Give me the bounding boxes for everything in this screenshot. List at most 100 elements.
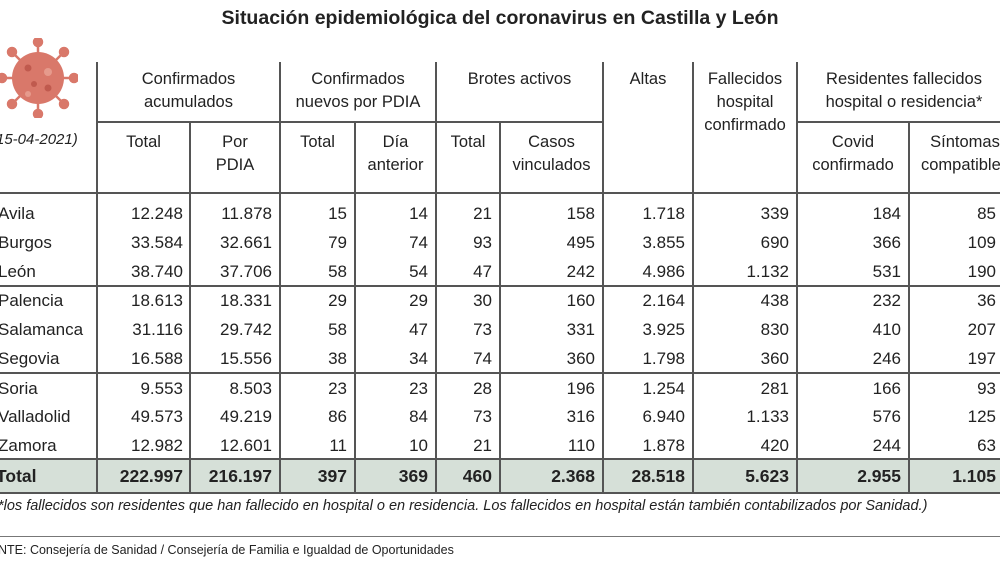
table-cell: 12.982 bbox=[131, 436, 183, 455]
table-cell: 73 bbox=[473, 407, 492, 426]
table-cell: 93 bbox=[473, 233, 492, 252]
table-cell: 86 bbox=[328, 407, 347, 426]
subheader-ca-pdia: Por PDIA bbox=[190, 131, 280, 177]
table-cell: 21 bbox=[473, 436, 492, 455]
table-cell: 3.855 bbox=[642, 233, 685, 252]
header-line: Casos bbox=[528, 133, 575, 151]
header-brotes: Brotes activos bbox=[467, 70, 572, 88]
header-line: vinculados bbox=[512, 156, 591, 174]
table-cell: 30 bbox=[473, 291, 492, 310]
header-line: acumulados bbox=[144, 93, 233, 111]
column-divider bbox=[189, 122, 191, 493]
total-cell: 222.997 bbox=[119, 466, 183, 486]
header-line: hospital o residencia* bbox=[825, 93, 983, 111]
divider bbox=[0, 492, 1000, 494]
header-line: confirmado bbox=[704, 116, 786, 134]
table-cell: 15 bbox=[328, 204, 347, 223]
table-cell: 420 bbox=[760, 436, 789, 455]
table-cell: 196 bbox=[566, 379, 595, 398]
table-cell: 197 bbox=[967, 349, 996, 368]
table-cell: 58 bbox=[328, 262, 347, 281]
header-altas: Altas bbox=[629, 70, 667, 88]
column-divider bbox=[96, 62, 98, 493]
table-cell: 10 bbox=[409, 436, 428, 455]
total-cell: 216.197 bbox=[208, 466, 272, 486]
table-cell: 29.742 bbox=[220, 320, 272, 339]
table-cell: 246 bbox=[872, 349, 901, 368]
province-label: Soria bbox=[0, 379, 38, 398]
table-cell: 47 bbox=[473, 262, 492, 281]
subheader-res-sintomas: Síntomas compatibles bbox=[909, 131, 1000, 177]
source: NTE: Consejería de Sanidad / Consejería … bbox=[0, 543, 454, 557]
table-cell: 1.718 bbox=[642, 204, 685, 223]
table-cell: 74 bbox=[473, 349, 492, 368]
table-cell: 2.164 bbox=[642, 291, 685, 310]
table-cell: 331 bbox=[566, 320, 595, 339]
table-cell: 28 bbox=[473, 379, 492, 398]
table-cell: 438 bbox=[760, 291, 789, 310]
table-cell: 21 bbox=[473, 204, 492, 223]
total-cell: 2.368 bbox=[551, 466, 595, 486]
page-title: Situación epidemiológica del coronavirus… bbox=[221, 7, 779, 29]
subheader-br-casos: Casos vinculados bbox=[500, 131, 603, 177]
table-cell: 12.601 bbox=[220, 436, 272, 455]
header-line: Día bbox=[382, 133, 409, 151]
subheader-br-total: Total bbox=[450, 133, 486, 151]
table-cell: 109 bbox=[967, 233, 996, 252]
table-cell: 495 bbox=[566, 233, 595, 252]
header-confirmados-acumulados: Confirmados acumulados bbox=[97, 68, 280, 114]
table-cell: 18.613 bbox=[131, 291, 183, 310]
header-line: Síntomas bbox=[930, 133, 1000, 151]
column-divider bbox=[279, 62, 281, 493]
province-label: Salamanca bbox=[0, 320, 84, 339]
table-cell: 29 bbox=[328, 291, 347, 310]
table-cell: 79 bbox=[328, 233, 347, 252]
table-cell: 14 bbox=[409, 204, 428, 223]
header-line: Fallecidos bbox=[707, 70, 783, 88]
table-cell: 49.219 bbox=[220, 407, 272, 426]
table-cell: 1.133 bbox=[746, 407, 789, 426]
total-cell: 397 bbox=[317, 466, 347, 486]
table-cell: 158 bbox=[566, 204, 595, 223]
table-cell: 23 bbox=[328, 379, 347, 398]
header-line: Confirmados bbox=[311, 70, 405, 88]
table-cell: 58 bbox=[328, 320, 347, 339]
table-cell: 6.940 bbox=[642, 407, 685, 426]
table-cell: 160 bbox=[566, 291, 595, 310]
table-cell: 1.254 bbox=[642, 379, 685, 398]
table-cell: 366 bbox=[872, 233, 901, 252]
table-cell: 31.116 bbox=[132, 320, 183, 339]
table-cell: 9.553 bbox=[140, 379, 183, 398]
column-divider bbox=[499, 122, 501, 493]
province-label: Segovia bbox=[0, 349, 60, 368]
divider bbox=[97, 121, 602, 123]
column-divider bbox=[796, 62, 798, 493]
table-cell: 18.331 bbox=[220, 291, 272, 310]
table-cell: 360 bbox=[566, 349, 595, 368]
table-cell: 49.573 bbox=[131, 407, 183, 426]
table-cell: 11.878 bbox=[221, 204, 272, 223]
header-line: Confirmados bbox=[141, 70, 236, 88]
table-cell: 32.661 bbox=[220, 233, 272, 252]
table-cell: 531 bbox=[872, 262, 901, 281]
column-divider bbox=[435, 62, 437, 493]
header-line: nuevos por PDIA bbox=[295, 93, 421, 111]
province-label: Burgos bbox=[0, 233, 52, 252]
table-cell: 1.878 bbox=[642, 436, 685, 455]
table-cell: 36 bbox=[977, 291, 996, 310]
header-line: anterior bbox=[367, 156, 424, 174]
table-cell: 63 bbox=[977, 436, 996, 455]
table-cell: 4.986 bbox=[642, 262, 685, 281]
total-label: Total bbox=[0, 466, 37, 486]
total-cell: 2.955 bbox=[857, 466, 901, 486]
footnote: *los fallecidos son residentes que han f… bbox=[0, 498, 928, 514]
table-cell: 1.132 bbox=[746, 262, 789, 281]
table-cell: 37.706 bbox=[220, 262, 272, 281]
table-cell: 125 bbox=[967, 407, 996, 426]
header-line: hospital bbox=[716, 93, 774, 111]
table-cell: 16.588 bbox=[131, 349, 183, 368]
date-label: 15-04-2021) bbox=[0, 131, 78, 148]
total-cell: 5.623 bbox=[745, 466, 789, 486]
table-cell: 3.925 bbox=[642, 320, 685, 339]
